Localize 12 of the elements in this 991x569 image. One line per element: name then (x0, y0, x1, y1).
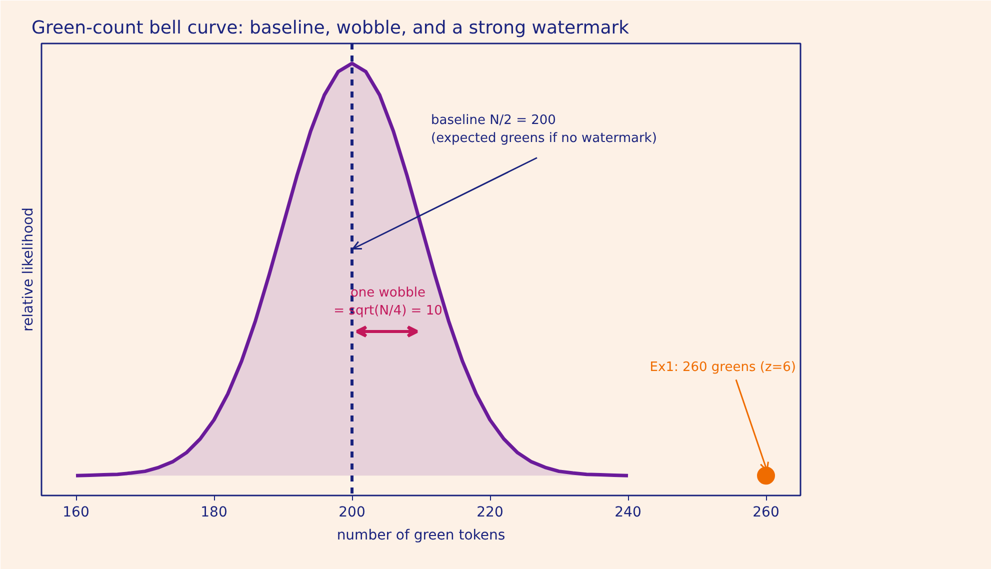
y-axis-title: relative likelihood (20, 208, 36, 332)
x-tick-label: 220 (476, 504, 504, 520)
x-tick-label: 180 (200, 504, 228, 520)
x-tick-label: 200 (338, 504, 366, 520)
x-axis-title: number of green tokens (336, 528, 506, 544)
x-tick-label: 260 (752, 504, 780, 520)
chart-title: Green-count bell curve: baseline, wobble, and a strong watermark (32, 18, 630, 38)
x-tick-label: 160 (62, 504, 90, 520)
annotation: baseline N/2 = 200 (expected greens if no watermark) (431, 112, 657, 146)
annotation: one wobble = sqrt(N/4) = 10 (334, 286, 442, 318)
x-tick-label: 240 (614, 504, 642, 520)
annotation: Ex1: 260 greens (z=6) (650, 360, 796, 376)
